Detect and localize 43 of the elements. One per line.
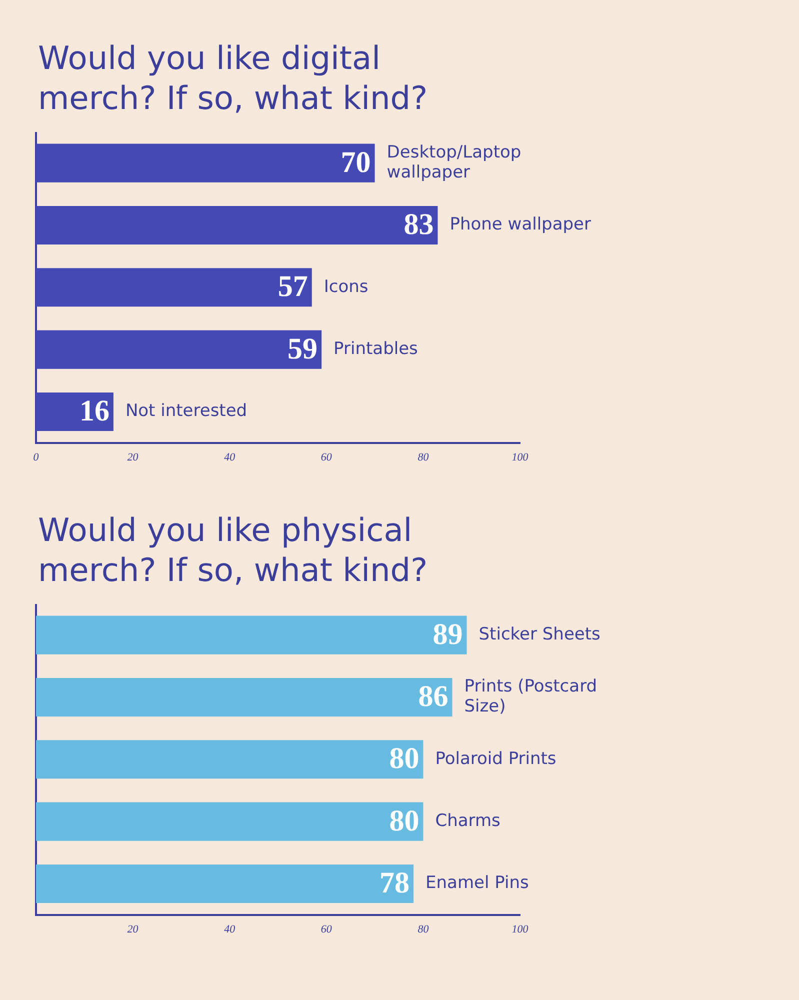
y-tick-label: Desktop/Laptop wallpaper bbox=[386, 142, 522, 182]
x-tick-label: 100 bbox=[512, 451, 529, 464]
bar bbox=[36, 802, 424, 841]
bar bbox=[36, 864, 414, 903]
bar bbox=[36, 144, 375, 182]
x-tick-label: 80 bbox=[418, 923, 430, 936]
bar bbox=[36, 616, 467, 654]
data-label: 80 bbox=[389, 742, 420, 776]
y-tick-label: Polaroid Prints bbox=[435, 748, 556, 769]
y-tick-label: Sticker Sheets bbox=[478, 624, 601, 644]
data-label: 16 bbox=[79, 394, 110, 428]
bar bbox=[36, 740, 424, 779]
y-tick-label: Not interested bbox=[125, 401, 248, 422]
chart-title: Would you like physical merch? If so, what kind? bbox=[37, 510, 429, 590]
data-label: 89 bbox=[432, 618, 463, 651]
x-tick-label: 0 bbox=[33, 451, 40, 464]
y-tick-label: Icons bbox=[324, 276, 368, 297]
y-tick-label: Enamel Pins bbox=[426, 873, 529, 894]
bar bbox=[36, 206, 438, 245]
x-tick-label: 40 bbox=[224, 923, 236, 936]
y-tick-label: Printables bbox=[334, 338, 418, 359]
data-label: 70 bbox=[340, 146, 371, 179]
bar bbox=[36, 678, 452, 717]
x-tick-label: 20 bbox=[127, 923, 139, 936]
bar bbox=[36, 268, 312, 307]
data-label: 83 bbox=[404, 208, 434, 241]
x-tick-label: 100 bbox=[512, 923, 529, 936]
y-tick-label: Phone wallpaper bbox=[450, 214, 592, 235]
bar bbox=[36, 330, 322, 369]
x-tick-label: 80 bbox=[418, 451, 430, 464]
bar bbox=[36, 392, 114, 431]
data-label: 59 bbox=[288, 332, 318, 366]
x-tick-label: 60 bbox=[320, 923, 332, 936]
data-label: 80 bbox=[389, 804, 420, 838]
data-label: 78 bbox=[380, 866, 410, 900]
data-label: 86 bbox=[418, 680, 448, 713]
x-tick-label: 60 bbox=[320, 451, 332, 464]
y-tick-label: Charms bbox=[435, 810, 501, 831]
x-tick-label: 20 bbox=[127, 451, 139, 464]
y-tick-label: Prints (Postcard Size) bbox=[464, 676, 598, 717]
x-tick-label: 40 bbox=[224, 451, 236, 464]
data-label: 57 bbox=[278, 270, 308, 304]
chart-title: Would you like digital merch? If so, what kind? bbox=[37, 38, 429, 118]
